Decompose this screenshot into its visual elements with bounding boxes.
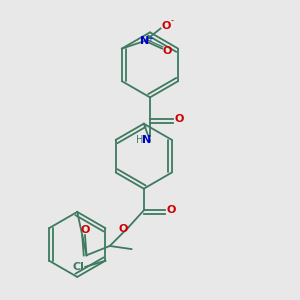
Text: O: O xyxy=(80,225,90,235)
Text: H: H xyxy=(136,135,144,145)
Text: -: - xyxy=(171,16,174,25)
Text: N: N xyxy=(140,36,150,46)
Text: +: + xyxy=(148,36,154,42)
Text: N: N xyxy=(142,135,152,145)
Text: O: O xyxy=(161,21,171,31)
Text: O: O xyxy=(163,46,172,56)
Text: O: O xyxy=(167,206,176,215)
Text: O: O xyxy=(118,224,128,234)
Text: O: O xyxy=(175,114,184,124)
Text: Cl: Cl xyxy=(73,262,84,272)
